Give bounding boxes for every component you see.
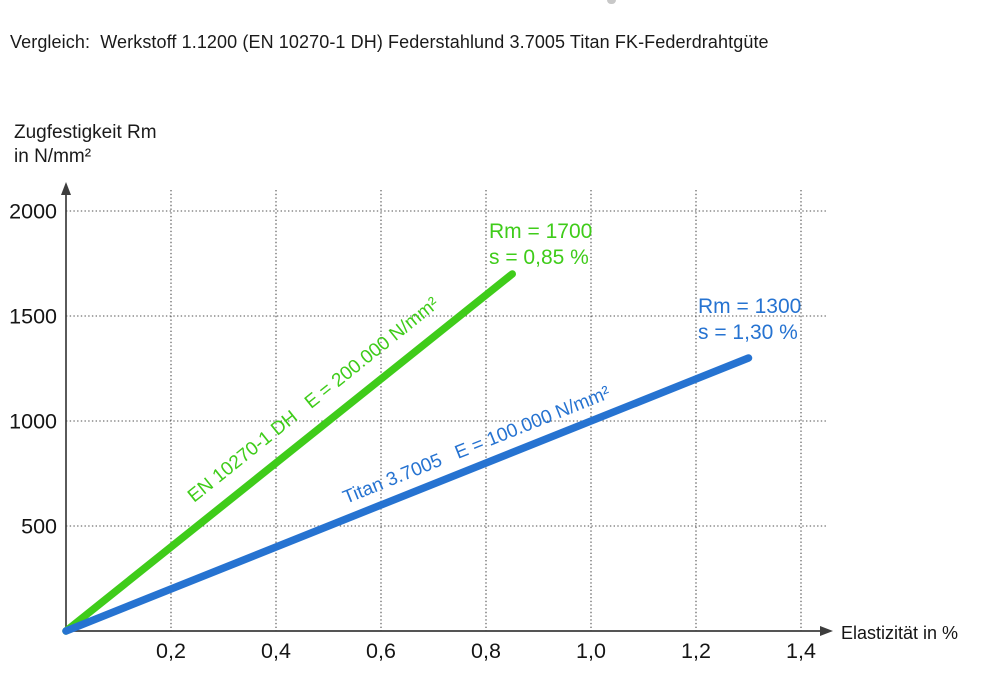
- annotation-en-10270-1-dh-line2: s = 0,85 %: [489, 246, 589, 269]
- x-tick-label: 1,0: [576, 639, 606, 663]
- x-tick-label: 1,2: [681, 639, 711, 663]
- y-axis-title: Zugfestigkeit Rm in N/mm²: [14, 121, 157, 169]
- y-tick-label: 1500: [9, 305, 57, 329]
- x-tick-label: 0,2: [156, 639, 186, 663]
- annotation-en-10270-1-dh-line1: Rm = 1700: [489, 220, 592, 243]
- y-axis-title-line2: in N/mm²: [14, 146, 92, 167]
- series-line-titan-3-7005: [62, 354, 753, 635]
- x-tick-label: 0,8: [471, 639, 501, 663]
- figure-title: Vergleich: Werkstoff 1.1200 (EN 10270-1 …: [10, 32, 769, 52]
- series-line-en-10270-1-dh: [62, 270, 516, 635]
- y-axis-title-line1: Zugfestigkeit Rm: [14, 122, 157, 143]
- cropped-text-artifact: [607, 0, 616, 4]
- x-axis-arrowhead-icon: [820, 626, 833, 636]
- x-tick-label: 0,4: [261, 639, 291, 663]
- y-tick-label: 1000: [9, 410, 57, 434]
- annotation-titan-3-7005-line1: Rm = 1300: [698, 295, 801, 318]
- x-tick-label: 1,4: [786, 639, 816, 663]
- x-axis-title: Elastizität in %: [841, 623, 958, 643]
- y-tick-label: 500: [21, 515, 57, 539]
- y-axis-arrowhead-icon: [61, 182, 71, 195]
- y-tick-label: 2000: [9, 200, 57, 224]
- x-tick-label: 0,6: [366, 639, 396, 663]
- annotation-titan-3-7005-line2: s = 1,30 %: [698, 321, 798, 344]
